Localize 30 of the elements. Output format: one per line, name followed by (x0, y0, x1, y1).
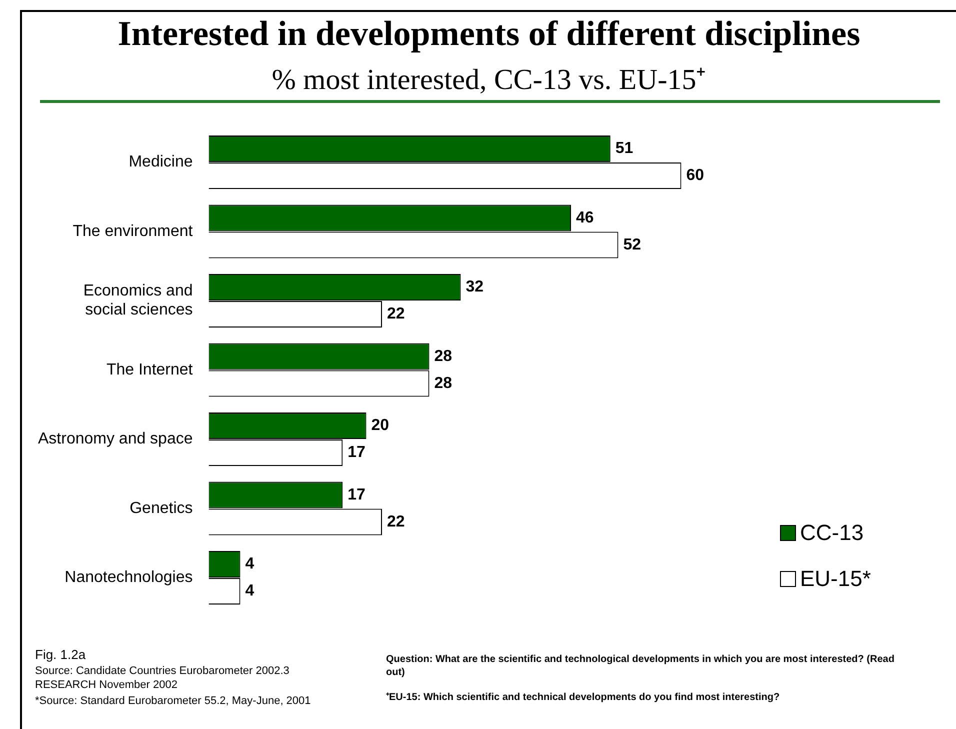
text: EU-15* (800, 566, 871, 592)
y-tick-label: Genetics (130, 500, 193, 517)
caption: Fig. 1.2a (35, 647, 87, 662)
data-label: 28 (434, 374, 452, 392)
y-tick-label: The Internet (106, 361, 194, 378)
legend-label: CC-13 (800, 520, 864, 546)
data-label: 20 (371, 417, 390, 434)
data-label: 4 (245, 582, 254, 600)
data-label: 28 (434, 348, 452, 365)
data-label: 17 (348, 444, 366, 462)
chart-title: Interested in developments of different disciplines (116, 14, 862, 54)
source-note: Source: Candidate Countries Eurobarometer 2002.3 RESEARCH November 2002 (35, 664, 290, 692)
text: *Source: Standard Eurobarometer 55.2, May-June, 2001 (35, 694, 312, 708)
data-label: 22 (387, 513, 405, 530)
data-label: 52 (623, 236, 642, 254)
data-label: 32 (466, 278, 484, 296)
text: ⁺EU-15: Which scientific and technical developments do you find most interesting? (386, 691, 781, 704)
y-tick-label: Economics and social sciences (83, 282, 193, 319)
y-tick-label: Astronomy and space (38, 430, 193, 448)
data-label: 60 (686, 167, 704, 184)
data-label: 4 (245, 556, 254, 573)
y-tick-label: Medicine (128, 154, 193, 171)
y-tick-label: Nanotechnologies (64, 569, 193, 586)
data-label: 46 (576, 209, 594, 226)
chart-subtitle: % most interested, CC-13 vs. EU-15⁺ (270, 63, 708, 97)
data-label: 22 (387, 306, 405, 323)
data-label: 17 (348, 486, 366, 504)
text: Question: What are the scientific and technological developments in which you are most interested? (Read out) (386, 653, 896, 679)
y-tick-label: The environment (72, 222, 194, 240)
data-label: 51 (615, 140, 634, 158)
